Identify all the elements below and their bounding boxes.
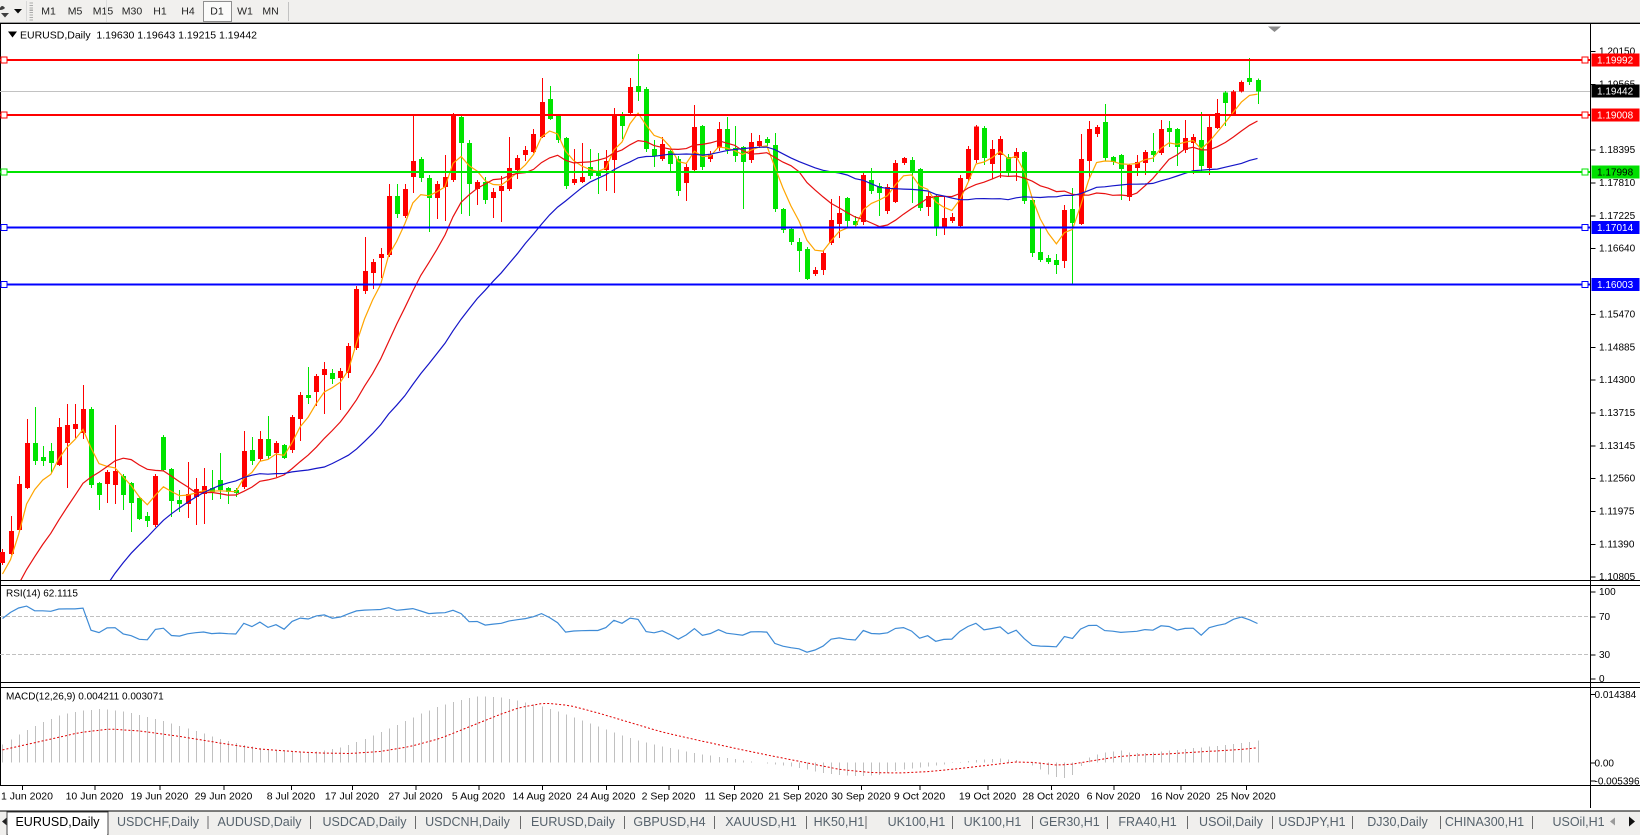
svg-text:1.11390: 1.11390: [1599, 539, 1635, 550]
svg-text:17 Jul 2020: 17 Jul 2020: [325, 791, 379, 803]
svg-text:1.17225: 1.17225: [1599, 211, 1636, 222]
svg-text:1.15470: 1.15470: [1599, 309, 1636, 320]
svg-text:1.19442: 1.19442: [1597, 87, 1634, 98]
svg-text:28 Oct 2020: 28 Oct 2020: [1022, 791, 1079, 803]
svg-text:1.18395: 1.18395: [1599, 145, 1636, 156]
svg-text:6 Nov 2020: 6 Nov 2020: [1087, 791, 1141, 803]
svg-text:0: 0: [1599, 674, 1605, 685]
svg-text:1.14885: 1.14885: [1599, 342, 1636, 353]
svg-text:USDCNH,Daily: USDCNH,Daily: [425, 815, 510, 829]
svg-text:RSI(14) 62.1115: RSI(14) 62.1115: [6, 589, 78, 600]
svg-text:0.00: 0.00: [1595, 759, 1615, 770]
svg-text:11 Sep 2020: 11 Sep 2020: [705, 791, 764, 803]
svg-text:1.13145: 1.13145: [1599, 441, 1636, 452]
svg-text:M30: M30: [122, 6, 143, 18]
svg-text:1.20150: 1.20150: [1599, 47, 1636, 58]
svg-text:MN: MN: [262, 6, 278, 18]
svg-text:AUDUSD,Daily: AUDUSD,Daily: [217, 815, 302, 829]
svg-text:14 Aug 2020: 14 Aug 2020: [513, 791, 572, 803]
svg-text:1.17998: 1.17998: [1597, 168, 1634, 179]
svg-text:GBPUSD,H4: GBPUSD,H4: [633, 815, 705, 829]
svg-text:H4: H4: [181, 6, 195, 18]
svg-text:1.13715: 1.13715: [1599, 408, 1636, 419]
svg-text:30 Sep 2020: 30 Sep 2020: [831, 791, 891, 803]
svg-text:19 Oct 2020: 19 Oct 2020: [959, 791, 1016, 803]
svg-text:EURUSD,Daily 1.19630 1.19643: EURUSD,Daily 1.19630 1.19643 1.19215 1.1…: [20, 30, 257, 42]
svg-text:UK100,H1: UK100,H1: [964, 815, 1022, 829]
svg-text:1 Jun 2020: 1 Jun 2020: [1, 791, 53, 803]
svg-text:W1: W1: [237, 6, 253, 18]
svg-text:EURUSD,Daily: EURUSD,Daily: [531, 815, 616, 829]
svg-text:1.17014: 1.17014: [1597, 223, 1634, 234]
svg-text:M15: M15: [93, 6, 114, 18]
svg-text:D1: D1: [210, 6, 224, 18]
svg-text:M1: M1: [41, 6, 56, 18]
svg-text:1.16003: 1.16003: [1597, 280, 1634, 291]
svg-text:2 Sep 2020: 2 Sep 2020: [642, 791, 696, 803]
svg-text:30: 30: [1599, 650, 1611, 661]
svg-text:16 Nov 2020: 16 Nov 2020: [1151, 791, 1211, 803]
svg-text:5 Aug 2020: 5 Aug 2020: [452, 791, 505, 803]
svg-text:1.11975: 1.11975: [1599, 507, 1635, 518]
svg-text:70: 70: [1599, 612, 1611, 623]
svg-text:MACD(12,26,9) 0.004211 0.00307: MACD(12,26,9) 0.004211 0.003071: [6, 692, 164, 703]
svg-text:1.16640: 1.16640: [1599, 244, 1636, 255]
svg-text:M5: M5: [68, 6, 83, 18]
svg-text:HK50,H1: HK50,H1: [814, 815, 865, 829]
svg-text:29 Jun 2020: 29 Jun 2020: [195, 791, 253, 803]
svg-text:DJ30,Daily: DJ30,Daily: [1367, 815, 1428, 829]
svg-text:9 Oct 2020: 9 Oct 2020: [894, 791, 946, 803]
svg-text:19 Jun 2020: 19 Jun 2020: [131, 791, 189, 803]
svg-text:USOil,H1: USOil,H1: [1552, 815, 1604, 829]
svg-text:24 Aug 2020: 24 Aug 2020: [577, 791, 636, 803]
svg-text:USDJPY,H1: USDJPY,H1: [1278, 815, 1345, 829]
svg-text:25 Nov 2020: 25 Nov 2020: [1216, 791, 1276, 803]
svg-text:-0.005396: -0.005396: [1595, 777, 1640, 788]
svg-text:1.12560: 1.12560: [1599, 474, 1636, 485]
svg-text:UK100,H1: UK100,H1: [888, 815, 946, 829]
svg-text:USDCAD,Daily: USDCAD,Daily: [322, 815, 407, 829]
svg-text:FRA40,H1: FRA40,H1: [1118, 815, 1176, 829]
svg-text:EURUSD,Daily: EURUSD,Daily: [15, 815, 100, 829]
svg-text:100: 100: [1599, 587, 1616, 598]
svg-text:1.17810: 1.17810: [1599, 178, 1636, 189]
svg-text:1.19992: 1.19992: [1597, 56, 1634, 67]
svg-text:1.10805: 1.10805: [1599, 572, 1636, 583]
svg-text:H1: H1: [153, 6, 167, 18]
svg-text:10 Jun 2020: 10 Jun 2020: [66, 791, 124, 803]
svg-text:1.14300: 1.14300: [1599, 375, 1636, 386]
svg-text:8 Jul 2020: 8 Jul 2020: [267, 791, 316, 803]
svg-text:GER30,H1: GER30,H1: [1039, 815, 1099, 829]
svg-text:0.014384: 0.014384: [1595, 690, 1637, 701]
svg-text:USOil,Daily: USOil,Daily: [1199, 815, 1264, 829]
svg-text:27 Jul 2020: 27 Jul 2020: [388, 791, 442, 803]
svg-text:CHINA300,H1: CHINA300,H1: [1445, 815, 1524, 829]
svg-text:USDCHF,Daily: USDCHF,Daily: [117, 815, 200, 829]
svg-text:XAUUSD,H1: XAUUSD,H1: [725, 815, 797, 829]
svg-text:21 Sep 2020: 21 Sep 2020: [768, 791, 828, 803]
svg-text:1.19008: 1.19008: [1597, 111, 1634, 122]
